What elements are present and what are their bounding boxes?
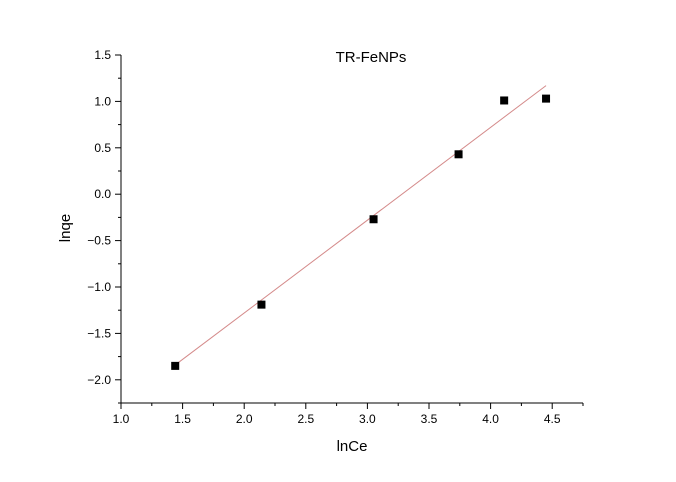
- x-tick-label: 2.5: [297, 412, 314, 426]
- y-tick-label: 1.0: [94, 94, 111, 108]
- y-axis-title: lnqe: [57, 214, 74, 242]
- x-tick-label: 1.0: [113, 412, 130, 426]
- x-tick-label: 3.5: [421, 412, 438, 426]
- axis-ticks: [115, 54, 584, 409]
- data-point: [257, 300, 266, 309]
- plot-axes: [120, 55, 583, 404]
- y-tick-label: 1.5: [94, 48, 111, 62]
- y-tick-label: 0.5: [94, 141, 111, 155]
- x-tick-label: 2.0: [236, 412, 253, 426]
- chart-title: TR-FeNPs: [336, 49, 407, 66]
- data-point: [454, 150, 463, 159]
- y-tick-label: −2.0: [87, 373, 111, 387]
- data-point: [500, 96, 509, 105]
- x-tick-label: 4.5: [544, 412, 561, 426]
- y-tick-label: 0.0: [94, 187, 111, 201]
- data-point: [171, 361, 180, 370]
- y-tick-label: −0.5: [87, 234, 111, 248]
- x-tick-label: 4.0: [482, 412, 499, 426]
- data-point: [542, 94, 551, 103]
- data-points: [171, 94, 551, 370]
- fit-line-group: [174, 85, 547, 366]
- x-axis-title: lnCe: [337, 438, 368, 455]
- fit-line: [174, 85, 547, 366]
- y-tick-label: −1.5: [87, 326, 111, 340]
- x-tick-label: 1.5: [174, 412, 191, 426]
- data-point: [369, 215, 378, 224]
- x-tick-label: 3.0: [359, 412, 376, 426]
- tick-labels: 1.0 1.5 2.0 2.5 3.0 3.5 4.0 4.5 −2.0 −1.5 −1.0 −0.5…: [87, 48, 561, 426]
- y-tick-label: −1.0: [87, 280, 111, 294]
